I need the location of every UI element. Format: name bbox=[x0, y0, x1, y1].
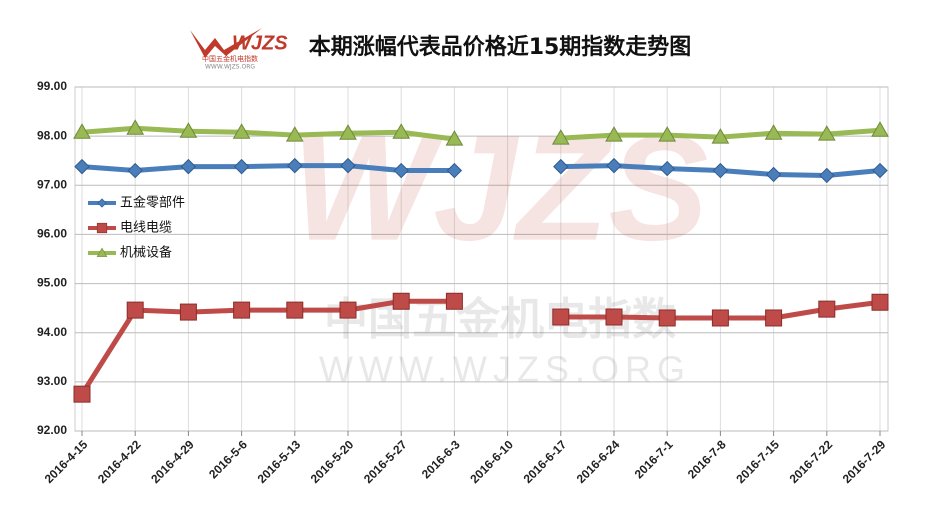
x-tick-label: 2016-6-24 bbox=[574, 437, 623, 486]
marker bbox=[818, 300, 836, 318]
marker bbox=[392, 123, 411, 139]
marker bbox=[553, 158, 569, 175]
watermark: WJZS 中国五金机电指数 WWW.WJZS.ORG bbox=[292, 104, 709, 390]
logo: WJZS 中国五金机电指数 WWW.WJZS.ORG bbox=[190, 28, 288, 71]
chart-title: 本期涨幅代表品价格近15期指数走势图 bbox=[309, 34, 692, 60]
marker bbox=[711, 128, 730, 144]
y-tick-label: 95.00 bbox=[37, 276, 67, 290]
marker bbox=[711, 309, 729, 327]
y-tick-label: 99.00 bbox=[37, 79, 67, 93]
x-tick-label: 2016-6-17 bbox=[521, 437, 570, 486]
marker bbox=[819, 167, 835, 184]
marker bbox=[765, 309, 783, 327]
marker bbox=[339, 124, 357, 140]
marker bbox=[180, 158, 197, 175]
x-tick-label: 2016-6-3 bbox=[419, 437, 463, 481]
x-tick-label: 2016-4-29 bbox=[148, 437, 197, 486]
x-tick-label: 2016-4-15 bbox=[42, 437, 91, 486]
logo-text: WJZS bbox=[232, 32, 288, 54]
marker bbox=[658, 126, 677, 142]
logo-swoosh bbox=[190, 28, 262, 58]
marker bbox=[393, 162, 409, 179]
legend-label: 电线电缆 bbox=[120, 220, 172, 236]
marker bbox=[872, 162, 888, 179]
marker bbox=[126, 119, 145, 135]
marker bbox=[552, 308, 570, 326]
y-tick-label: 93.00 bbox=[37, 374, 67, 388]
marker bbox=[871, 121, 889, 137]
x-tick-label: 2016-7-1 bbox=[632, 437, 676, 481]
x-tick-label: 2016-5-20 bbox=[308, 437, 357, 486]
y-tick-label: 92.00 bbox=[37, 423, 67, 437]
marker bbox=[340, 157, 356, 174]
marker bbox=[712, 162, 729, 179]
marker bbox=[765, 166, 782, 183]
marker bbox=[285, 126, 304, 142]
marker bbox=[233, 158, 250, 175]
marker bbox=[179, 303, 197, 321]
legend-marker bbox=[96, 247, 108, 257]
marker bbox=[339, 301, 357, 319]
legend-label: 机械设备 bbox=[120, 245, 172, 261]
logo-url: WWW.WJZS.ORG bbox=[205, 64, 255, 71]
y-tick-label: 97.00 bbox=[37, 177, 67, 191]
marker bbox=[74, 158, 90, 175]
marker bbox=[392, 292, 410, 310]
legend-marker bbox=[97, 198, 107, 208]
marker bbox=[127, 162, 143, 179]
marker bbox=[232, 123, 251, 139]
y-tick-label: 98.00 bbox=[37, 128, 67, 142]
y-tick-label: 94.00 bbox=[37, 325, 67, 339]
x-tick-label: 2016-7-22 bbox=[787, 437, 836, 486]
marker bbox=[764, 124, 783, 140]
marker bbox=[233, 301, 251, 319]
x-tick-label: 2016-7-8 bbox=[685, 437, 729, 481]
legend-label: 五金零部件 bbox=[120, 195, 185, 211]
marker bbox=[445, 292, 463, 310]
marker bbox=[73, 385, 91, 403]
marker bbox=[446, 162, 463, 179]
x-tick-label: 2016-5-13 bbox=[255, 437, 304, 486]
marker bbox=[179, 122, 198, 138]
marker bbox=[606, 157, 622, 174]
x-tick-label: 2016-5-6 bbox=[206, 437, 250, 481]
watermark-url: WWW.WJZS.ORG bbox=[319, 349, 691, 390]
marker bbox=[605, 308, 623, 326]
legend-marker bbox=[96, 222, 108, 234]
marker bbox=[126, 301, 144, 319]
x-tick-label: 2016-7-15 bbox=[733, 437, 782, 486]
y-tick-label: 96.00 bbox=[37, 227, 67, 241]
marker bbox=[287, 157, 303, 174]
marker bbox=[605, 126, 623, 142]
marker bbox=[551, 129, 570, 145]
marker bbox=[286, 301, 304, 319]
marker bbox=[658, 309, 676, 327]
x-tick-label: 2016-6-10 bbox=[467, 437, 516, 486]
logo-subtitle: 中国五金机电指数 bbox=[202, 54, 258, 63]
marker bbox=[73, 123, 91, 139]
x-tick-label: 2016-7-29 bbox=[840, 437, 889, 486]
marker bbox=[445, 130, 464, 146]
x-tick-label: 2016-5-27 bbox=[361, 437, 410, 486]
marker bbox=[871, 293, 889, 311]
marker bbox=[659, 160, 675, 177]
watermark-logo: WJZS bbox=[292, 104, 709, 272]
x-tick-label: 2016-4-22 bbox=[95, 437, 144, 486]
marker bbox=[817, 125, 836, 141]
